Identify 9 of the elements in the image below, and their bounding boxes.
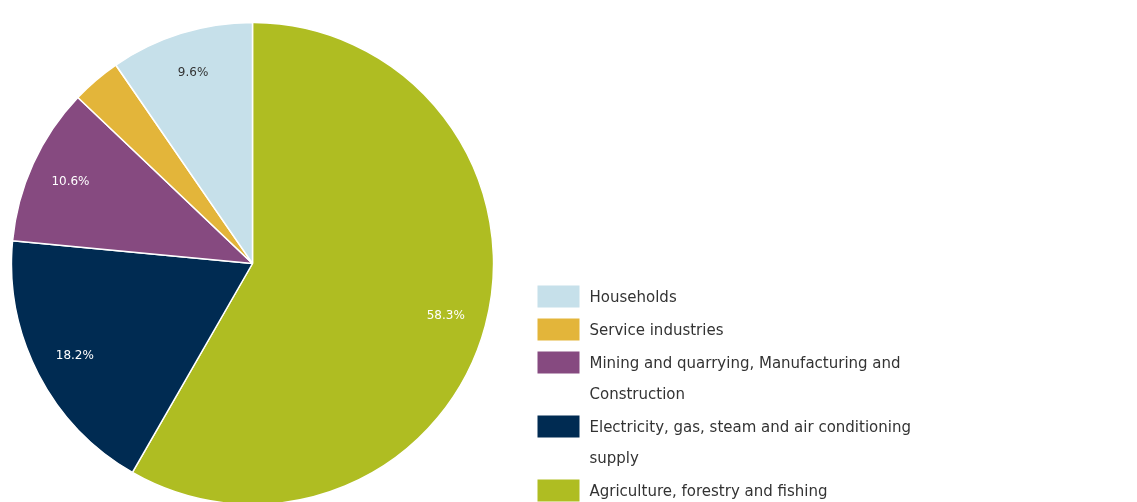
legend-label: Service industries — [589, 320, 724, 339]
legend-label: Electricity, gas, steam and air conditioning supply — [589, 417, 911, 467]
legend-label: Mining and quarrying, Manufacturing and Construction — [589, 353, 901, 403]
legend-label: Households — [589, 287, 677, 306]
legend-label: Agriculture, forestry and fishing — [589, 481, 828, 500]
data-label: 18.2% — [55, 348, 94, 363]
data-label: 10.6% — [51, 173, 90, 188]
data-label: 58.3% — [426, 308, 465, 323]
data-label: 9.6% — [177, 65, 209, 80]
